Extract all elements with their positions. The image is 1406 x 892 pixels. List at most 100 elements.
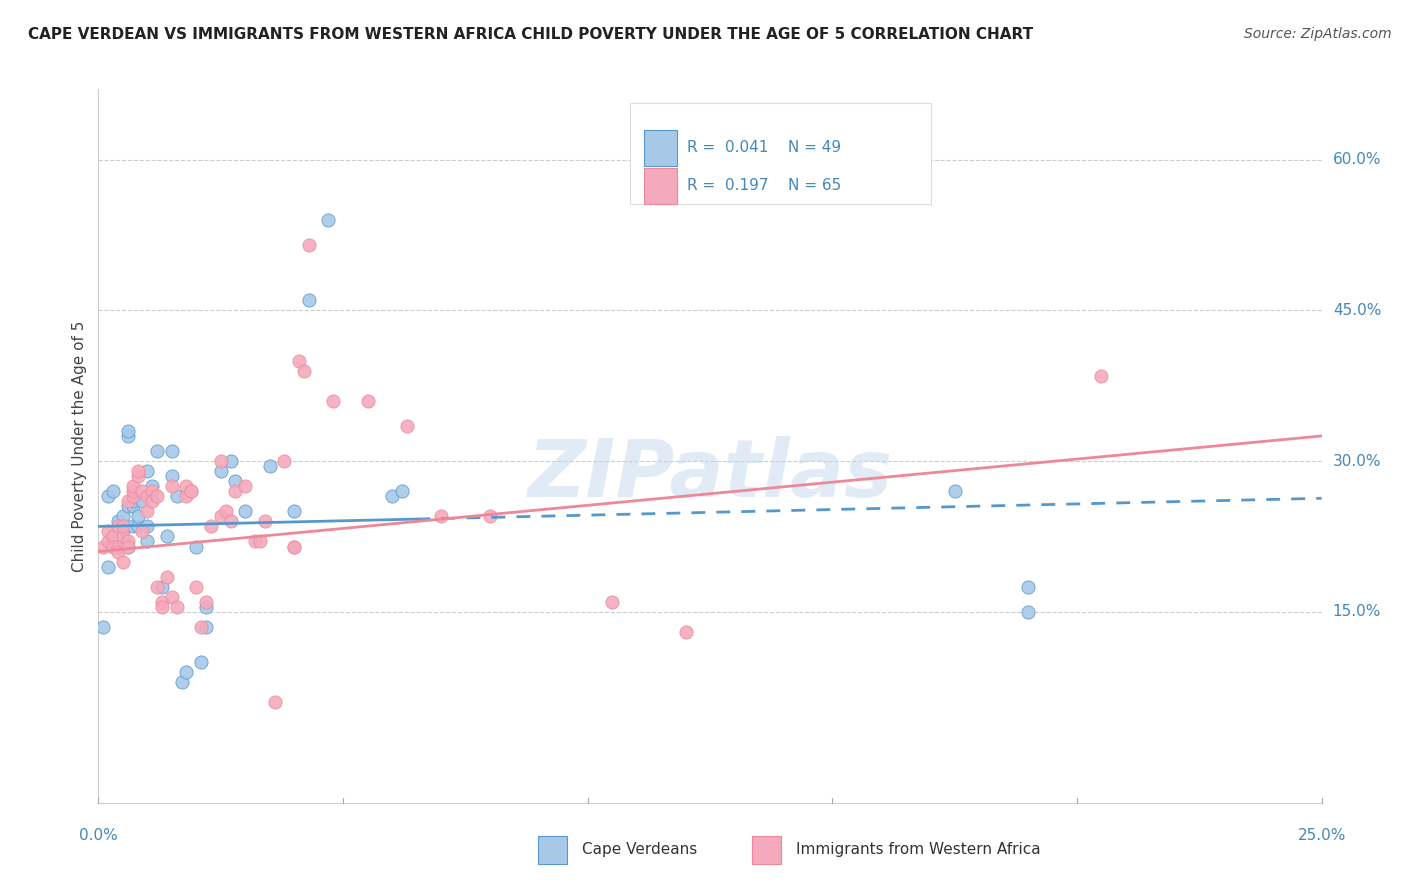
Text: R =  0.041    N = 49: R = 0.041 N = 49 [688,140,841,155]
Point [111,519,134,533]
Point [146,489,169,503]
Text: 15.0%: 15.0% [1333,605,1381,619]
Point [249,534,271,549]
Point [209,509,232,524]
Point [391,484,413,499]
Point [195,595,218,609]
Point [107,540,129,554]
Point [288,353,311,368]
Point [97,489,120,503]
Point [146,444,169,458]
Point [166,489,188,503]
Point [156,569,179,583]
Point [170,675,193,690]
Point [160,444,183,458]
Point [131,494,153,508]
Text: 25.0%: 25.0% [1298,828,1346,843]
Point [111,524,134,539]
Point [209,454,232,468]
Point [117,540,139,554]
Point [292,363,315,377]
Point [283,504,305,518]
Text: Source: ZipAtlas.com: Source: ZipAtlas.com [1244,27,1392,41]
Point [176,665,198,680]
Point [430,509,453,524]
Point [943,484,966,499]
Point [150,595,173,609]
Point [111,529,134,543]
Point [121,479,143,493]
Point [233,479,256,493]
Point [233,504,256,518]
Point [176,489,198,503]
Point [381,489,404,503]
Point [146,580,169,594]
Point [127,519,149,533]
Point [263,695,285,709]
Y-axis label: Child Poverty Under the Age of 5: Child Poverty Under the Age of 5 [72,320,87,572]
Point [298,293,321,308]
Text: Immigrants from Western Africa: Immigrants from Western Africa [796,842,1040,856]
Text: Cape Verdeans: Cape Verdeans [582,842,697,856]
Point [136,534,159,549]
Point [111,555,134,569]
Point [253,515,276,529]
Point [150,580,173,594]
Text: R =  0.197    N = 65: R = 0.197 N = 65 [688,178,842,194]
Point [141,479,163,493]
Point [180,484,202,499]
Text: 45.0%: 45.0% [1333,302,1381,318]
Point [219,515,242,529]
Point [97,524,120,539]
Point [243,534,266,549]
Point [117,534,139,549]
Point [121,484,143,499]
Point [101,540,124,554]
Point [131,484,153,499]
Point [111,534,134,549]
Point [259,459,281,474]
Point [283,540,305,554]
Point [141,494,163,508]
Point [675,624,697,639]
Point [107,544,129,558]
Point [318,212,340,227]
Point [117,429,139,443]
Point [107,515,129,529]
Point [200,519,222,533]
Point [160,479,183,493]
Point [180,484,202,499]
Point [224,474,246,488]
Point [176,479,198,493]
Text: 0.0%: 0.0% [79,828,118,843]
Point [97,534,120,549]
Point [117,540,139,554]
Point [91,620,114,634]
Point [1090,368,1112,383]
Point [136,504,159,518]
Text: 60.0%: 60.0% [1333,152,1381,167]
Point [195,620,218,634]
Point [127,464,149,478]
Point [1017,580,1039,594]
Point [97,559,120,574]
Point [600,595,623,609]
Point [117,424,139,438]
Point [101,484,124,499]
Point [195,599,218,614]
Point [186,580,208,594]
Point [141,484,163,499]
Point [1017,605,1039,619]
Point [219,454,242,468]
Point [117,494,139,508]
Point [186,540,208,554]
Text: CAPE VERDEAN VS IMMIGRANTS FROM WESTERN AFRICA CHILD POVERTY UNDER THE AGE OF 5 : CAPE VERDEAN VS IMMIGRANTS FROM WESTERN … [28,27,1033,42]
Text: 30.0%: 30.0% [1333,453,1381,468]
Text: ZIPatlas: ZIPatlas [527,435,893,514]
Point [131,524,153,539]
FancyBboxPatch shape [537,836,567,864]
Point [190,655,212,669]
Point [127,509,149,524]
Point [101,529,124,543]
Point [127,469,149,483]
